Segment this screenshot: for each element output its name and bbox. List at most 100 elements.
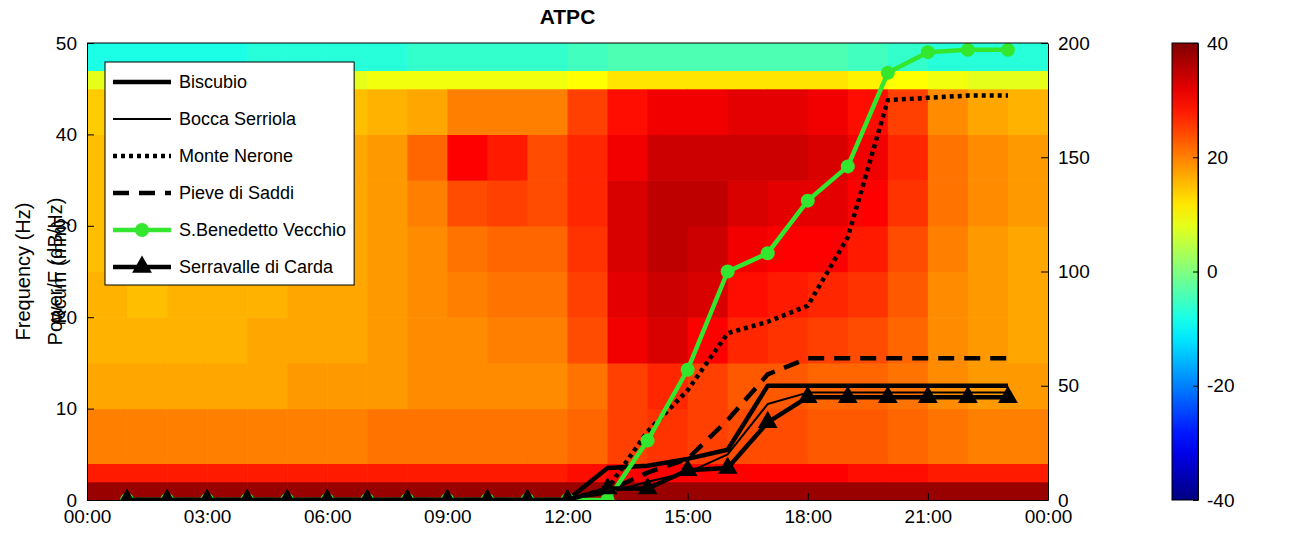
heatmap-cell xyxy=(808,463,849,482)
heatmap-cell xyxy=(407,89,448,135)
tick-mark xyxy=(1193,386,1198,387)
heatmap-cell xyxy=(247,317,288,363)
marker xyxy=(958,386,978,403)
marker xyxy=(878,386,898,403)
heatmap-cell xyxy=(367,43,408,71)
tick-mark xyxy=(1041,386,1048,387)
heatmap-cell xyxy=(407,363,448,409)
legend-entry: Serravalle di Carda xyxy=(113,256,334,278)
heatmap-cell xyxy=(527,272,568,318)
tick-mark xyxy=(447,493,448,500)
marker xyxy=(918,386,938,403)
heatmap-cell xyxy=(888,180,929,226)
heatmap-cell xyxy=(407,272,448,318)
heatmap-cell xyxy=(207,317,248,363)
heatmap-cell xyxy=(407,409,448,464)
tick: -20 xyxy=(1193,375,1234,396)
heatmap-cell xyxy=(968,482,1009,500)
marker xyxy=(638,477,658,494)
heatmap-cell xyxy=(167,409,208,464)
heatmap-cell xyxy=(367,272,408,318)
heatmap-cell xyxy=(888,134,929,180)
tick-label: 20 xyxy=(1207,147,1228,168)
heatmap-cell xyxy=(688,89,729,135)
tick-mark xyxy=(327,493,328,500)
heatmap-cell xyxy=(808,70,849,89)
heatmap-cell xyxy=(367,226,408,272)
title: ATPC xyxy=(540,5,596,28)
legend-label: Biscubio xyxy=(179,72,247,92)
heatmap-cell xyxy=(287,317,328,363)
legend-label: Pieve di Saddi xyxy=(179,183,294,203)
heatmap-cell xyxy=(247,363,288,409)
legend-sample xyxy=(113,154,171,159)
tick-mark xyxy=(688,493,689,500)
heatmap-cell xyxy=(888,409,929,464)
heatmap-cell xyxy=(1008,317,1048,363)
heatmap-cell xyxy=(688,272,729,318)
marker xyxy=(801,194,815,208)
legend-label: S.Benedetto Vecchio xyxy=(179,220,346,240)
heatmap-cell xyxy=(808,226,849,272)
axis-line xyxy=(1198,44,1199,501)
marker xyxy=(237,489,257,500)
heatmap-cell xyxy=(167,463,208,482)
heatmap-cell xyxy=(447,463,488,482)
heatmap-cell xyxy=(968,134,1009,180)
heatmap-cell xyxy=(968,463,1009,482)
tick-label: -40 xyxy=(1207,490,1234,511)
heatmap-cell xyxy=(447,43,488,71)
heatmap-cell xyxy=(87,317,128,363)
marker xyxy=(157,489,177,500)
heatmap-cell xyxy=(768,134,809,180)
heatmap-cell xyxy=(648,70,689,89)
tick-mark xyxy=(1041,272,1048,273)
heatmap-cell xyxy=(367,70,408,89)
heatmap-cell xyxy=(928,409,969,464)
x-axis: 00:0003:0006:0009:0012:0015:0018:0021:00… xyxy=(64,493,1073,527)
heatmap-cell xyxy=(888,272,929,318)
heatmap-cell xyxy=(568,70,609,89)
tick-label: 40 xyxy=(56,124,77,145)
tick-label: 21:00 xyxy=(905,506,953,527)
heatmap-cell xyxy=(608,134,649,180)
legend-label: Serravalle di Carda xyxy=(179,257,334,277)
heatmap-cell xyxy=(768,482,809,500)
tick-mark xyxy=(207,493,208,500)
tick: 09:00 xyxy=(424,493,472,527)
heatmap-cell xyxy=(568,134,609,180)
heatmap-cell xyxy=(568,43,609,71)
heatmap-cell xyxy=(608,363,649,409)
marker xyxy=(197,489,217,500)
heatmap-cell xyxy=(848,89,889,135)
tick: 0 xyxy=(1193,261,1218,282)
heatmap-cell xyxy=(848,43,889,71)
heatmap-cell xyxy=(688,134,729,180)
heatmap-cell xyxy=(648,226,689,272)
heatmap-cell xyxy=(487,70,528,89)
legend-entry: Bocca Serriola xyxy=(113,109,297,129)
heatmap-cell xyxy=(728,89,769,135)
heatmap-cell xyxy=(728,180,769,226)
marker xyxy=(1001,43,1015,57)
heatmap-cell xyxy=(568,409,609,464)
line xyxy=(127,397,1008,500)
marker xyxy=(437,489,457,500)
heatmap-cell xyxy=(728,482,769,500)
heatmap-cell xyxy=(968,409,1009,464)
marker xyxy=(718,457,738,474)
heatmap-cell xyxy=(447,70,488,89)
heatmap-cell xyxy=(487,89,528,135)
chart: 00:0003:0006:0009:0012:0015:0018:0021:00… xyxy=(0,0,1316,547)
heatmap-cell xyxy=(688,70,729,89)
heatmap-cell xyxy=(367,134,408,180)
heatmap-cell xyxy=(768,226,809,272)
tick: 18:00 xyxy=(784,493,832,527)
heatmap-cell xyxy=(848,226,889,272)
heatmap-cell xyxy=(327,317,368,363)
heatmap-cell xyxy=(1008,272,1048,318)
tick-label: 150 xyxy=(1058,147,1090,168)
heatmap-cell xyxy=(768,317,809,363)
marker xyxy=(357,489,377,500)
heatmap-cell xyxy=(487,272,528,318)
